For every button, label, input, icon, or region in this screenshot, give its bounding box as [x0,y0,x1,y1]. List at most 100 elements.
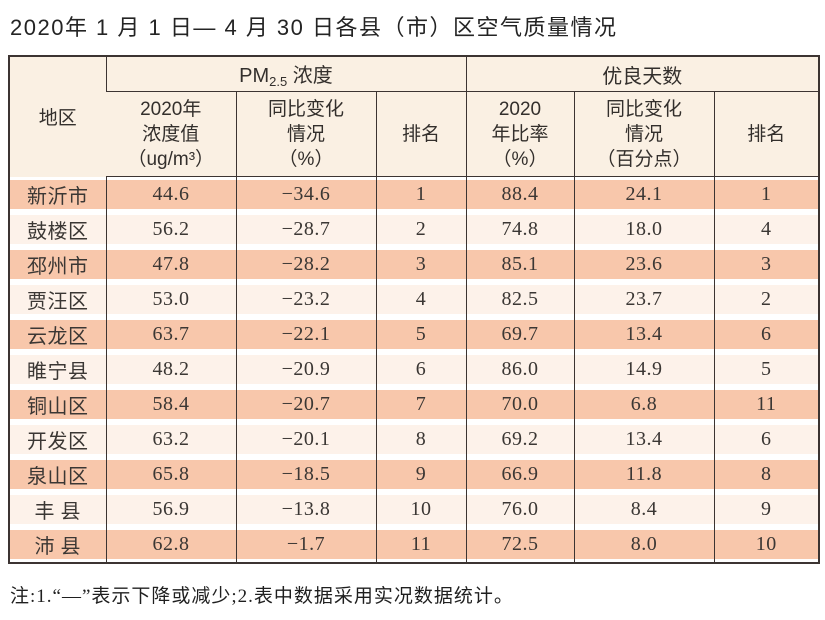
pm-value-cell: 58.4 [105,387,236,422]
good-change-cell: 8.4 [573,492,714,527]
table-row: 泉山区 65.8 −18.5 9 66.9 11.8 8 [9,457,820,492]
good-rate-cell: 66.9 [465,457,574,492]
pm-value-cell: 63.7 [105,317,236,352]
good-change-cell: 23.7 [573,282,714,317]
pm-change-cell: −23.2 [235,282,376,317]
pm-change-cell: −20.1 [235,422,376,457]
good-rank-cell: 6 [713,317,820,352]
air-quality-table: 地区 PM2.5 浓度 优良天数 2020年 浓度值 （ug/m³） 同比变化 … [8,55,821,564]
good-rank-cell: 6 [713,422,820,457]
good-rank-cell: 8 [713,457,820,492]
region-cell: 丰 县 [9,492,106,527]
good-change-cell: 13.4 [573,422,714,457]
header-pm-rank: 排名 [375,91,466,177]
pm-rank-cell: 3 [375,247,466,282]
good-change-cell: 14.9 [573,352,714,387]
pm-value-cell: 47.8 [105,247,236,282]
good-change-cell: 8.0 [573,527,714,563]
good-rate-cell: 88.4 [465,176,574,212]
region-cell: 睢宁县 [9,352,106,387]
table-row: 开发区 63.2 −20.1 8 69.2 13.4 6 [9,422,820,457]
pm-value-cell: 44.6 [105,176,236,212]
table-row: 丰 县 56.9 −13.8 10 76.0 8.4 9 [9,492,820,527]
pm-change-cell: −28.7 [235,212,376,247]
region-cell: 沛 县 [9,527,106,563]
header-good-change: 同比变化 情况 （百分点） [573,91,714,177]
good-rate-cell: 74.8 [465,212,574,247]
page-title: 2020年 1 月 1 日— 4 月 30 日各县（市）区空气质量情况 [10,15,618,40]
table-row: 贾汪区 53.0 −23.2 4 82.5 23.7 2 [9,282,820,317]
region-cell: 开发区 [9,422,106,457]
pm-change-cell: −22.1 [235,317,376,352]
pm-change-cell: −20.9 [235,352,376,387]
region-cell: 鼓楼区 [9,212,106,247]
table-row: 睢宁县 48.2 −20.9 6 86.0 14.9 5 [9,352,820,387]
pm-change-cell: −13.8 [235,492,376,527]
header-pm-change: 同比变化 情况 （%） [235,91,376,177]
region-cell: 邳州市 [9,247,106,282]
pm-value-cell: 65.8 [105,457,236,492]
good-rank-cell: 11 [713,387,820,422]
header-group-pm25: PM2.5 浓度 [105,56,466,92]
pm-value-cell: 56.9 [105,492,236,527]
table-row: 鼓楼区 56.2 −28.7 2 74.8 18.0 4 [9,212,820,247]
header-group-good-days: 优良天数 [465,56,820,92]
good-rank-cell: 1 [713,176,820,212]
good-rate-cell: 69.2 [465,422,574,457]
header-good-rate: 2020 年比率 （%） [465,91,574,177]
pm-change-cell: −18.5 [235,457,376,492]
pm-rank-cell: 4 [375,282,466,317]
pm-rank-cell: 8 [375,422,466,457]
pm25-prefix: PM [239,65,270,87]
pm-rank-cell: 5 [375,317,466,352]
good-rate-cell: 85.1 [465,247,574,282]
region-cell: 泉山区 [9,457,106,492]
pm-change-cell: −34.6 [235,176,376,212]
header-region: 地区 [9,56,106,177]
footnote: 注:1.“—”表示下降或减少;2.表中数据采用实况数据统计。 [10,586,514,607]
pm-change-cell: −20.7 [235,387,376,422]
pm-change-cell: −28.2 [235,247,376,282]
table-row: 沛 县 62.8 −1.7 11 72.5 8.0 10 [9,527,820,563]
region-cell: 云龙区 [9,317,106,352]
table-row: 新沂市 44.6 −34.6 1 88.4 24.1 1 [9,176,820,212]
good-change-cell: 6.8 [573,387,714,422]
pm-rank-cell: 7 [375,387,466,422]
region-cell: 贾汪区 [9,282,106,317]
good-change-cell: 13.4 [573,317,714,352]
good-rank-cell: 2 [713,282,820,317]
region-cell: 新沂市 [9,176,106,212]
pm-rank-cell: 11 [375,527,466,563]
table-row: 邳州市 47.8 −28.2 3 85.1 23.6 3 [9,247,820,282]
header-pm-value: 2020年 浓度值 （ug/m³） [106,91,236,177]
good-rank-cell: 3 [713,247,820,282]
header-sub-row: 2020年 浓度值 （ug/m³） 同比变化 情况 （%） 排名 2020 年比… [9,91,820,177]
pm-value-cell: 63.2 [105,422,236,457]
pm-change-cell: −1.7 [235,527,376,563]
good-rate-cell: 69.7 [465,317,574,352]
good-rate-cell: 72.5 [465,527,574,563]
good-change-cell: 24.1 [573,176,714,212]
pm25-suffix: 浓度 [287,65,333,87]
good-rank-cell: 5 [713,352,820,387]
pm-rank-cell: 10 [375,492,466,527]
pm-value-cell: 62.8 [105,527,236,563]
pm-rank-cell: 2 [375,212,466,247]
good-change-cell: 11.8 [573,457,714,492]
good-rank-cell: 10 [713,527,820,563]
table-header: 地区 PM2.5 浓度 优良天数 2020年 浓度值 （ug/m³） 同比变化 … [9,56,820,177]
good-rate-cell: 82.5 [465,282,574,317]
good-rate-cell: 76.0 [465,492,574,527]
good-change-cell: 18.0 [573,212,714,247]
good-rank-cell: 9 [713,492,820,527]
pm-value-cell: 48.2 [105,352,236,387]
header-good-rank: 排名 [713,91,820,177]
pm-value-cell: 56.2 [105,212,236,247]
pm-rank-cell: 9 [375,457,466,492]
good-rate-cell: 86.0 [465,352,574,387]
pm-value-cell: 53.0 [105,282,236,317]
pm-rank-cell: 1 [375,176,466,212]
table-row: 铜山区 58.4 −20.7 7 70.0 6.8 11 [9,387,820,422]
region-cell: 铜山区 [9,387,106,422]
